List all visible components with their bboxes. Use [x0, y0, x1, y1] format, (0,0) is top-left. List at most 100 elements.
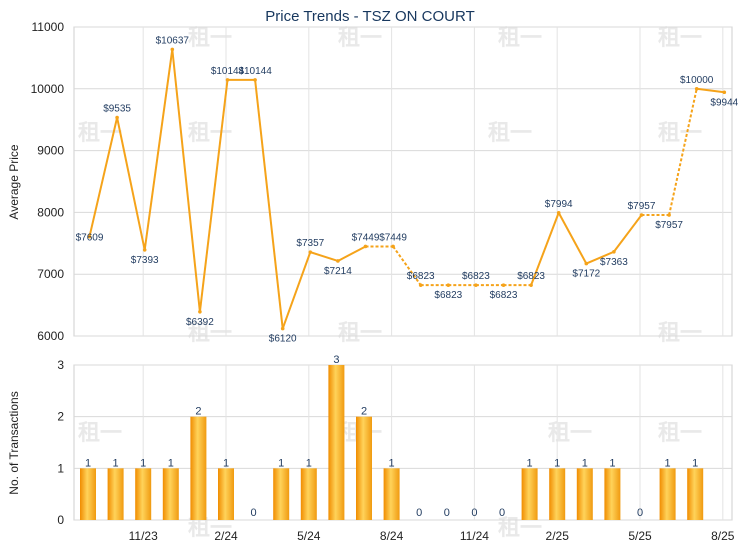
price-data-label: $7449	[352, 232, 380, 243]
price-line-segment	[309, 251, 339, 262]
watermark-text: 租一	[488, 121, 532, 146]
price-line-segment	[696, 87, 725, 94]
price-point	[363, 244, 368, 249]
price-line-segment	[557, 212, 588, 265]
price-y-tick-label: 7000	[37, 267, 64, 281]
x-tick-label: 5/24	[297, 529, 321, 543]
transaction-bar-label: 1	[223, 457, 229, 469]
transaction-bar	[521, 468, 538, 520]
transaction-bar-label: 1	[140, 457, 146, 469]
transaction-bar-label: 1	[278, 457, 284, 469]
price-data-label: $6823	[462, 271, 490, 282]
price-point	[391, 244, 395, 249]
transaction-bar-label: 0	[637, 507, 643, 519]
transaction-bar-label: 1	[665, 457, 671, 469]
price-y-tick-label: 9000	[37, 144, 64, 158]
transaction-bar-label: 1	[554, 457, 560, 469]
chart-title: Price Trends - TSZ ON COURT	[265, 8, 474, 25]
price-point	[142, 248, 147, 252]
price-point	[639, 213, 644, 217]
price-line-series	[88, 49, 725, 329]
price-line-segment	[613, 214, 643, 253]
price-data-label: $10144	[211, 66, 245, 77]
price-point	[115, 115, 119, 120]
price-point	[529, 283, 533, 287]
watermark-text: 租一	[658, 421, 702, 446]
price-line-segment	[143, 49, 174, 251]
transaction-bar	[218, 468, 234, 520]
price-point	[474, 283, 478, 287]
price-line-segment	[585, 250, 615, 265]
transaction-bar	[135, 468, 152, 520]
x-tick-label: 8/25	[711, 529, 735, 543]
price-point	[418, 283, 423, 287]
price-data-label: $10637	[156, 35, 190, 46]
transaction-bars	[80, 365, 704, 520]
transactions-gridlines	[74, 364, 732, 521]
price-data-label: $6392	[186, 317, 214, 328]
price-data-label: $7449	[379, 232, 407, 243]
price-data-label: $7172	[572, 269, 600, 280]
transaction-bar	[273, 468, 290, 520]
price-point	[225, 78, 230, 82]
price-data-label: $10000	[680, 75, 714, 86]
transactions-y-tick-label: 3	[57, 358, 64, 372]
watermark-text: 租一	[78, 421, 122, 446]
price-point	[722, 90, 727, 95]
transaction-bar	[604, 468, 621, 520]
price-data-label: $10144	[238, 66, 272, 77]
transaction-bar-label: 2	[195, 406, 201, 418]
price-point	[501, 283, 506, 287]
transaction-bar	[549, 468, 566, 520]
price-data-label: $6120	[269, 334, 297, 345]
price-point	[694, 87, 699, 91]
watermark-text: 租一	[188, 121, 232, 146]
price-point	[198, 309, 202, 314]
transaction-bar	[659, 468, 676, 520]
transactions-y-tick-label: 2	[57, 410, 64, 424]
transaction-bar-label: 1	[168, 457, 174, 469]
price-gridlines	[74, 26, 732, 337]
watermark-text: 租一	[498, 26, 542, 51]
transactions-y-tick-label: 1	[57, 461, 64, 475]
price-point	[87, 234, 92, 239]
watermark-text: 租一	[658, 321, 702, 346]
watermark-text: 租一	[338, 321, 382, 346]
price-line-segment	[88, 117, 119, 237]
x-axis-ticks: 11/23 2/24 5/24 8/24 11/24 2/25 5/25 8/25	[129, 529, 735, 543]
transaction-bar	[107, 468, 124, 520]
price-y-tick-label: 8000	[37, 205, 64, 219]
price-data-label: $7363	[600, 257, 628, 268]
transaction-bar-label: 0	[444, 507, 450, 519]
price-y-tick-label: 10000	[31, 82, 65, 96]
price-data-label: $7357	[296, 238, 324, 249]
price-point	[446, 283, 451, 287]
price-data-label: $7957	[655, 220, 683, 231]
watermark-text: 租一	[188, 321, 232, 346]
transaction-bar-label: 0	[416, 507, 422, 519]
price-line-segment	[281, 251, 312, 329]
price-data-label: $6823	[490, 290, 518, 301]
price-line-segment	[530, 212, 560, 286]
transaction-bar-label: 1	[113, 457, 119, 469]
price-plot-area	[73, 26, 733, 337]
transaction-bar-label: 1	[527, 457, 533, 469]
price-data-labels: $7609 $9535 $7393 $10637 $6392 $10144$10144 $6…	[76, 35, 739, 344]
transaction-bar-label: 2	[361, 406, 367, 418]
transaction-bar-label: 1	[609, 457, 615, 469]
watermark-text: 租一	[658, 26, 702, 51]
price-point	[584, 261, 589, 266]
transaction-bar-label: 1	[306, 457, 312, 469]
price-data-label: $6823	[434, 290, 462, 301]
transaction-bar-label: 0	[471, 507, 477, 519]
watermark-text: 租一	[338, 26, 382, 51]
transaction-bar-label: 0	[499, 507, 505, 519]
watermark-text: 租一	[658, 121, 702, 146]
price-line-segment	[392, 245, 422, 286]
transactions-y-tick-label: 0	[57, 513, 64, 527]
x-tick-label: 8/24	[380, 529, 404, 543]
transaction-bar-label: 1	[85, 457, 91, 469]
transaction-bar	[383, 468, 400, 520]
